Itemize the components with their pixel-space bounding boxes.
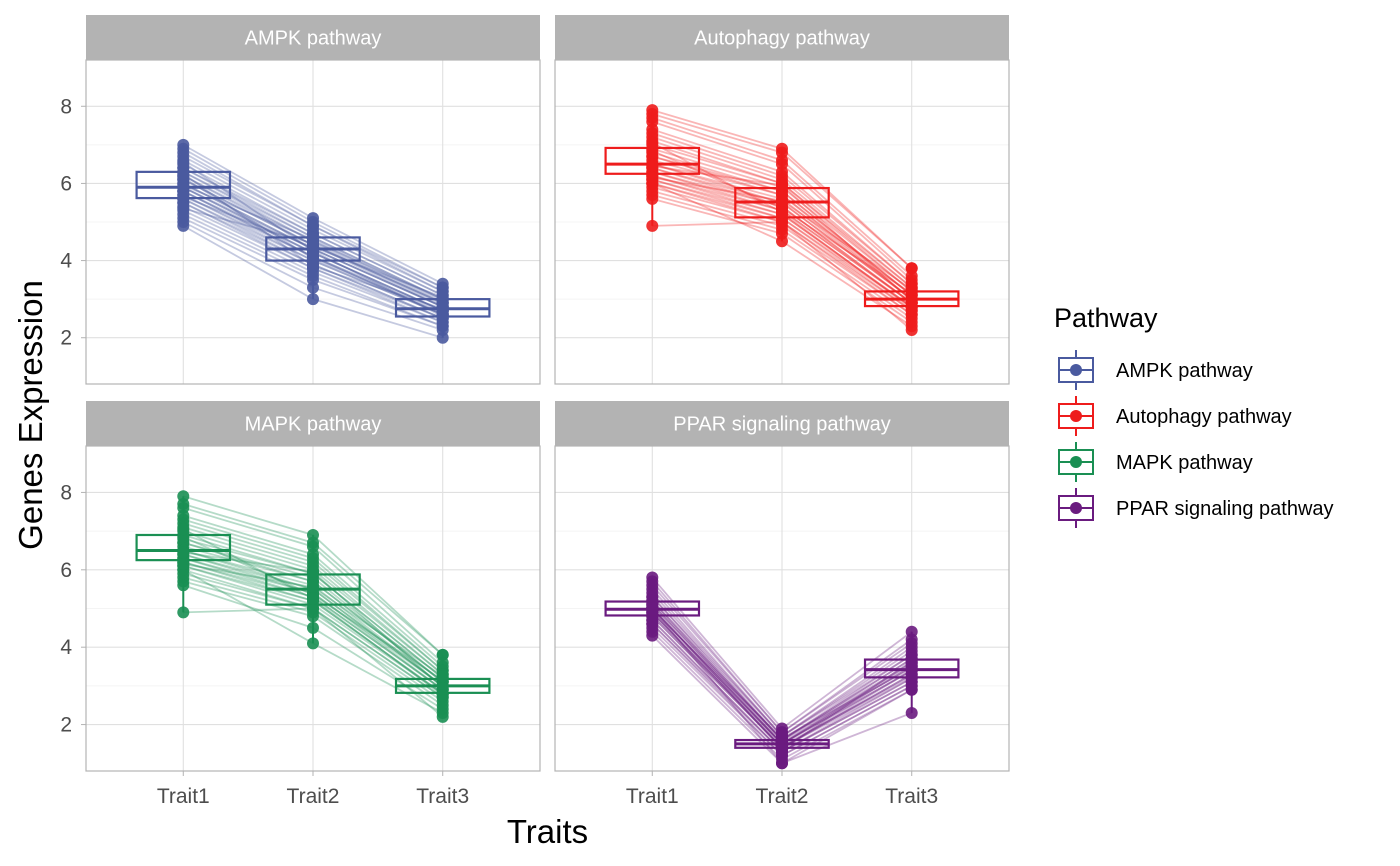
legend-key-point <box>1070 410 1082 422</box>
data-point <box>177 523 190 536</box>
data-point <box>646 192 659 205</box>
legend: Pathway AMPK pathway Autophagy pathway MAPK… <box>1054 303 1334 528</box>
x-tick-label: Trait3 <box>416 785 469 808</box>
data-point <box>307 565 319 578</box>
legend-label: PPAR signaling pathway <box>1116 498 1334 520</box>
facet-strip <box>555 15 1009 60</box>
facet-strip-label: AMPK pathway <box>245 28 382 50</box>
legend-key <box>1058 442 1094 482</box>
data-point <box>905 302 918 315</box>
y-tick-label: 4 <box>60 250 72 273</box>
y-tick-label: 6 <box>60 559 72 582</box>
y-tick-label: 2 <box>60 327 72 350</box>
data-point <box>646 629 659 642</box>
data-point <box>307 602 319 615</box>
panel-border <box>554 59 1010 385</box>
facet-strip-label: MAPK pathway <box>245 414 382 436</box>
data-point <box>177 190 190 203</box>
x-tick-label: Trait2 <box>756 785 809 808</box>
data-point <box>307 592 319 605</box>
y-tick-label: 8 <box>60 95 72 118</box>
data-point <box>905 662 918 675</box>
data-point <box>646 160 659 173</box>
data-point <box>177 202 190 215</box>
legend-key-point <box>1070 456 1082 468</box>
data-point <box>436 689 449 702</box>
panel-1: Autophagy pathway <box>554 15 1010 385</box>
data-point <box>307 293 319 306</box>
data-point <box>307 581 319 594</box>
y-axis-title: Genes Expression <box>12 280 49 550</box>
data-point <box>177 546 190 559</box>
data-point <box>646 604 659 617</box>
data-point <box>776 206 788 219</box>
data-point <box>436 710 449 723</box>
panel-border <box>85 59 541 385</box>
y-tick-label: 8 <box>60 481 72 504</box>
data-point <box>177 219 190 232</box>
data-point <box>776 235 788 248</box>
data-point <box>307 637 319 650</box>
data-point <box>776 216 788 228</box>
panel-0: AMPK pathway 2 4 6 8 <box>60 15 541 385</box>
data-point <box>177 558 190 571</box>
data-point <box>646 136 659 149</box>
panel-3: PPAR signaling pathway Trait1 Trait2 Trait3 <box>554 401 1010 808</box>
x-tick-label: Trait3 <box>885 785 938 808</box>
data-point <box>905 706 918 719</box>
data-point <box>177 167 190 180</box>
data-point <box>177 156 190 169</box>
facet-strip-label: PPAR signaling pathway <box>673 414 891 436</box>
data-point <box>646 219 659 232</box>
data-point <box>307 281 319 294</box>
panel-2: MAPK pathway 2 4 6 8 Trait1 Trait2 Trait3 <box>60 401 541 808</box>
data-point <box>776 743 788 756</box>
legend-label: MAPK pathway <box>1116 452 1253 474</box>
legend-key-point <box>1070 364 1082 376</box>
facet-strip <box>86 401 540 446</box>
data-point <box>307 260 319 273</box>
legend-label: AMPK pathway <box>1116 360 1253 382</box>
x-axis-title: Traits <box>507 813 588 850</box>
legend-key <box>1058 488 1094 528</box>
data-point <box>436 331 449 344</box>
facet-strip <box>555 401 1009 446</box>
legend-key-point <box>1070 502 1082 514</box>
facet-strip <box>86 15 540 60</box>
legend-title: Pathway <box>1054 303 1158 333</box>
y-tick-label: 4 <box>60 636 72 659</box>
legend-key <box>1058 396 1094 436</box>
data-point <box>776 194 788 207</box>
x-tick-label: Trait1 <box>157 785 210 808</box>
data-point <box>776 179 788 192</box>
x-tick-label: Trait1 <box>626 785 679 808</box>
data-point <box>905 683 918 696</box>
y-tick-label: 2 <box>60 714 72 737</box>
data-point <box>436 670 449 683</box>
data-point <box>776 732 788 745</box>
facet-strip-label: Autophagy pathway <box>694 28 870 50</box>
data-point <box>776 757 788 770</box>
data-point <box>177 606 190 619</box>
data-point <box>177 579 190 592</box>
legend-key <box>1058 350 1094 390</box>
y-tick-label: 6 <box>60 172 72 195</box>
legend-label: Autophagy pathway <box>1116 406 1292 428</box>
data-point <box>905 324 918 336</box>
data-point <box>646 171 659 184</box>
data-point <box>307 621 319 634</box>
data-point <box>436 302 449 315</box>
data-point <box>905 283 918 296</box>
data-point <box>307 237 319 250</box>
x-tick-label: Trait2 <box>287 785 340 808</box>
